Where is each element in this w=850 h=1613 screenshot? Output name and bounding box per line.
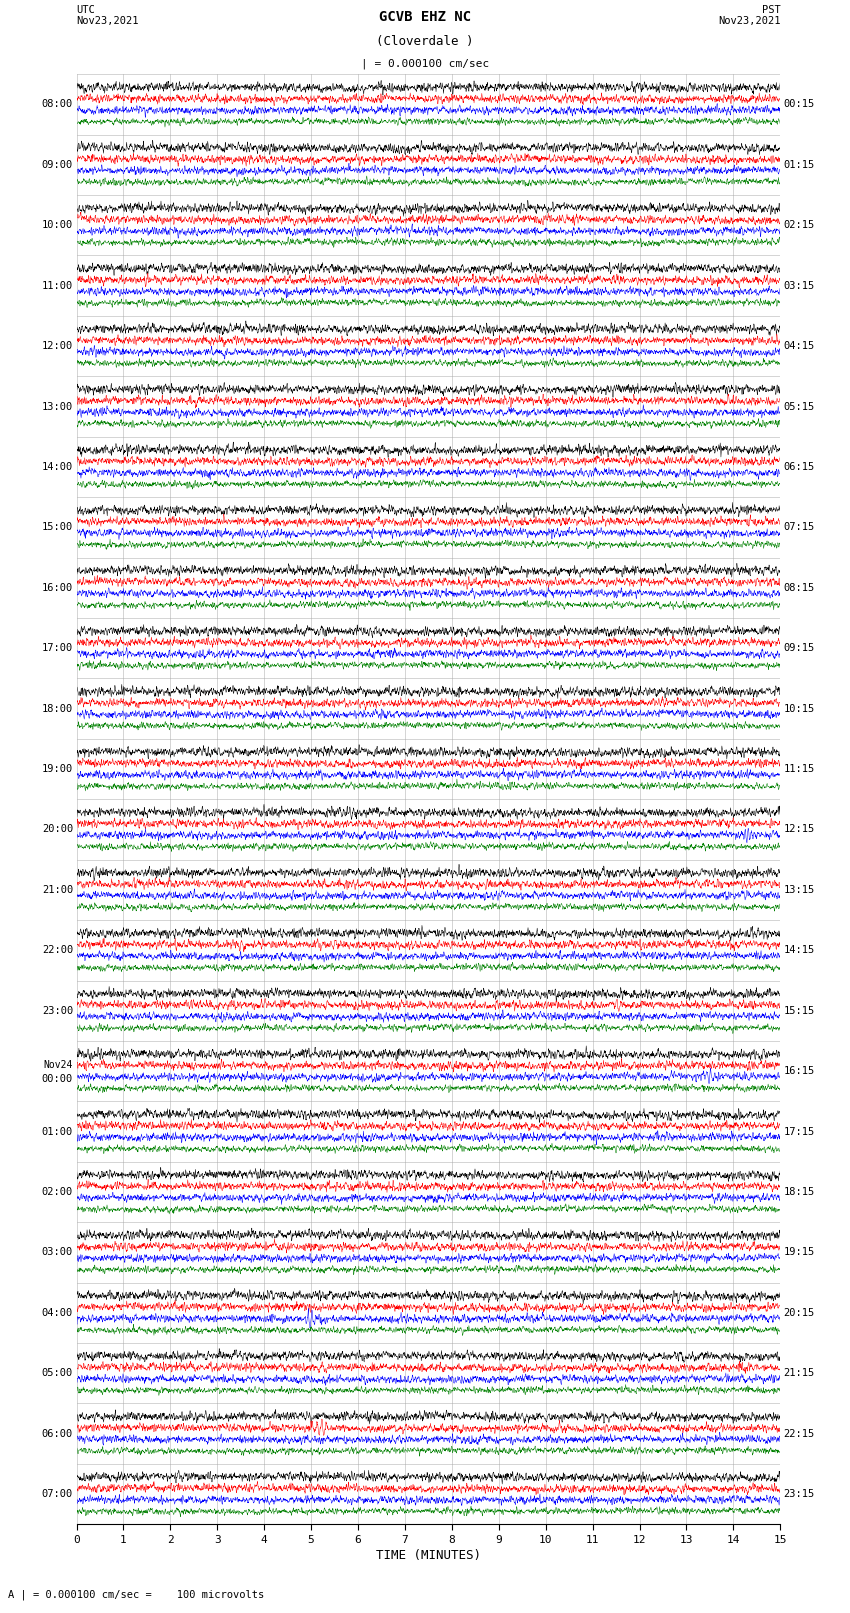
Text: Nov24: Nov24 [43, 1060, 73, 1069]
Text: 19:15: 19:15 [784, 1247, 815, 1258]
Text: 01:00: 01:00 [42, 1126, 73, 1137]
Text: 00:00: 00:00 [42, 1074, 73, 1084]
Text: 16:15: 16:15 [784, 1066, 815, 1076]
Text: 13:15: 13:15 [784, 886, 815, 895]
Text: GCVB EHZ NC: GCVB EHZ NC [379, 10, 471, 24]
Text: 21:15: 21:15 [784, 1368, 815, 1378]
Text: 17:15: 17:15 [784, 1126, 815, 1137]
Text: 22:00: 22:00 [42, 945, 73, 955]
Text: 05:00: 05:00 [42, 1368, 73, 1378]
Text: 13:00: 13:00 [42, 402, 73, 411]
Text: 02:00: 02:00 [42, 1187, 73, 1197]
Text: 08:00: 08:00 [42, 100, 73, 110]
Text: 09:00: 09:00 [42, 160, 73, 169]
Text: 14:00: 14:00 [42, 461, 73, 473]
Text: 06:15: 06:15 [784, 461, 815, 473]
Text: 04:15: 04:15 [784, 340, 815, 352]
Text: 01:15: 01:15 [784, 160, 815, 169]
Text: 07:00: 07:00 [42, 1489, 73, 1498]
Text: 18:00: 18:00 [42, 703, 73, 713]
Text: 21:00: 21:00 [42, 886, 73, 895]
Text: PST
Nov23,2021: PST Nov23,2021 [717, 5, 780, 26]
Text: 16:00: 16:00 [42, 582, 73, 592]
Text: 08:15: 08:15 [784, 582, 815, 592]
Text: 10:15: 10:15 [784, 703, 815, 713]
Text: 22:15: 22:15 [784, 1429, 815, 1439]
Text: 15:15: 15:15 [784, 1007, 815, 1016]
Text: 23:15: 23:15 [784, 1489, 815, 1498]
Text: 00:15: 00:15 [784, 100, 815, 110]
Text: 15:00: 15:00 [42, 523, 73, 532]
Text: 09:15: 09:15 [784, 644, 815, 653]
Text: 20:00: 20:00 [42, 824, 73, 834]
Text: 12:00: 12:00 [42, 340, 73, 352]
Text: (Cloverdale ): (Cloverdale ) [377, 35, 473, 48]
Text: 03:00: 03:00 [42, 1247, 73, 1258]
Text: 19:00: 19:00 [42, 765, 73, 774]
Text: 11:15: 11:15 [784, 765, 815, 774]
Text: 05:15: 05:15 [784, 402, 815, 411]
X-axis label: TIME (MINUTES): TIME (MINUTES) [376, 1548, 481, 1561]
Text: 07:15: 07:15 [784, 523, 815, 532]
Text: 06:00: 06:00 [42, 1429, 73, 1439]
Text: 23:00: 23:00 [42, 1007, 73, 1016]
Text: 11:00: 11:00 [42, 281, 73, 290]
Text: 18:15: 18:15 [784, 1187, 815, 1197]
Text: 20:15: 20:15 [784, 1308, 815, 1318]
Text: UTC
Nov23,2021: UTC Nov23,2021 [76, 5, 139, 26]
Text: 14:15: 14:15 [784, 945, 815, 955]
Text: 02:15: 02:15 [784, 221, 815, 231]
Text: | = 0.000100 cm/sec: | = 0.000100 cm/sec [361, 58, 489, 69]
Text: 03:15: 03:15 [784, 281, 815, 290]
Text: 04:00: 04:00 [42, 1308, 73, 1318]
Text: A | = 0.000100 cm/sec =    100 microvolts: A | = 0.000100 cm/sec = 100 microvolts [8, 1589, 264, 1600]
Text: 10:00: 10:00 [42, 221, 73, 231]
Text: 12:15: 12:15 [784, 824, 815, 834]
Text: 17:00: 17:00 [42, 644, 73, 653]
